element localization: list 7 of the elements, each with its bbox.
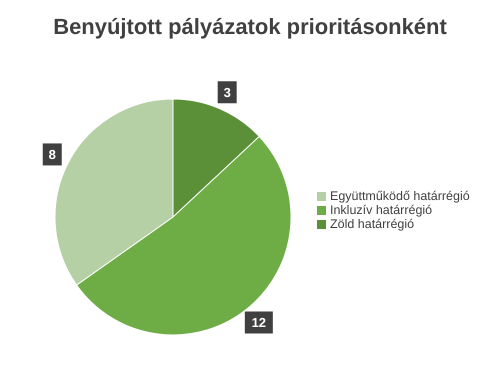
data-label: 12	[252, 314, 266, 330]
legend-label: Együttműködő határrégió	[330, 188, 470, 202]
chart-title: Benyújtott pályázatok prioritásonként	[52, 13, 448, 41]
data-label: 8	[48, 146, 56, 162]
legend-label: Inkluzív határrégió	[330, 202, 432, 216]
data-label: 3	[224, 84, 231, 100]
legend-label: Zöld határrégió	[330, 216, 414, 230]
